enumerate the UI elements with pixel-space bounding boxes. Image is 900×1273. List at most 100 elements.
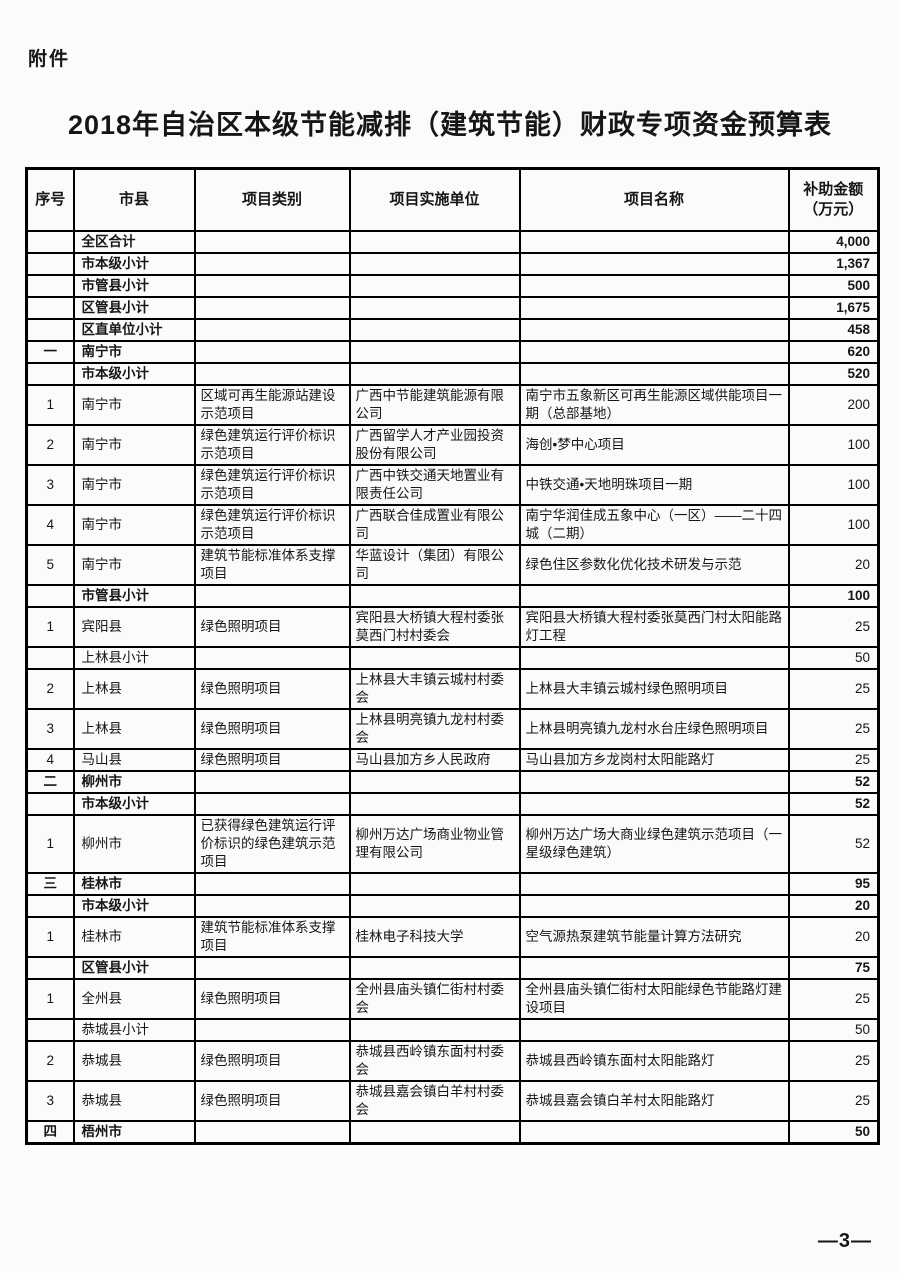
cell-name <box>518 792 790 816</box>
cell-amount: 50 <box>787 1018 880 1042</box>
cell-amount: 25 <box>787 708 880 750</box>
cell-seq <box>25 296 75 320</box>
table-row: 三桂林市 95 <box>25 872 880 896</box>
cell-unit <box>348 584 521 608</box>
cell-amount: 25 <box>787 668 880 710</box>
cell-seq: 2 <box>25 668 75 710</box>
table-row: 市管县小计 100 <box>25 584 880 608</box>
table-row: 1 桂林市 建筑节能标准体系支撑项目 桂林电子科技大学 空气源热泵建筑节能量计算方法研究… <box>25 916 880 958</box>
cell-region: 区管县小计 <box>72 956 196 980</box>
cell-amount: 52 <box>787 770 880 794</box>
cell-seq: 一 <box>25 340 75 364</box>
cell-name <box>518 646 790 670</box>
table-row: 市管县小计 500 <box>25 274 880 298</box>
cell-name <box>518 1018 790 1042</box>
cell-unit <box>348 646 521 670</box>
cell-name <box>518 770 790 794</box>
cell-seq <box>25 894 75 918</box>
cell-category <box>193 296 351 320</box>
cell-name: 宾阳县大桥镇大程村委张莫西门村太阳能路灯工程 <box>518 606 790 648</box>
cell-seq: 4 <box>25 504 75 546</box>
cell-category <box>193 362 351 386</box>
cell-unit <box>348 894 521 918</box>
table-row: 全区合计 4,000 <box>25 230 880 254</box>
table-row: 四梧州市 50 <box>25 1120 880 1145</box>
cell-category: 绿色照明项目 <box>193 606 351 648</box>
cell-category <box>193 1018 351 1042</box>
cell-region: 市本级小计 <box>72 362 196 386</box>
cell-category: 绿色照明项目 <box>193 668 351 710</box>
table-row: 区管县小计 1,675 <box>25 296 880 320</box>
cell-amount: 20 <box>787 544 880 586</box>
cell-amount: 1,675 <box>787 296 880 320</box>
cell-name <box>518 296 790 320</box>
cell-amount: 20 <box>787 916 880 958</box>
cell-unit <box>348 872 521 896</box>
cell-region: 市本级小计 <box>72 252 196 276</box>
cell-seq: 四 <box>25 1120 75 1145</box>
table-row: 恭城县小计 50 <box>25 1018 880 1042</box>
page-title: 2018年自治区本级节能减排（建筑节能）财政专项资金预算表 <box>67 110 833 140</box>
cell-unit <box>348 362 521 386</box>
cell-seq: 二 <box>25 770 75 794</box>
cell-seq <box>25 230 75 254</box>
cell-amount: 620 <box>787 340 880 364</box>
cell-name: 上林县明亮镇九龙村水台庄绿色照明项目 <box>518 708 790 750</box>
table-row: 区直单位小计 458 <box>25 318 880 342</box>
cell-amount: 200 <box>787 384 880 426</box>
cell-category <box>193 274 351 298</box>
table-row: 3 南宁市 绿色建筑运行评价标识示范项目 广西中铁交通天地置业有限责任公司 中铁交通•天… <box>25 464 880 506</box>
cell-amount: 20 <box>787 894 880 918</box>
cell-seq: 3 <box>25 1080 75 1122</box>
cell-amount: 25 <box>787 1040 880 1082</box>
cell-region: 全区合计 <box>72 230 196 254</box>
table-row: 市本级小计 520 <box>25 362 880 386</box>
cell-category: 建筑节能标准体系支撑项目 <box>193 916 351 958</box>
cell-unit <box>348 230 521 254</box>
cell-amount: 4,000 <box>787 230 880 254</box>
table-row: 二柳州市 52 <box>25 770 880 794</box>
cell-region: 全州县 <box>72 978 196 1020</box>
cell-name <box>518 340 790 364</box>
cell-region: 恭城县小计 <box>72 1018 196 1042</box>
cell-region: 市管县小计 <box>72 584 196 608</box>
cell-amount: 25 <box>787 1080 880 1122</box>
cell-seq: 3 <box>25 464 75 506</box>
col-header-amount: 补助金额 （万元） <box>787 167 880 232</box>
cell-category: 建筑节能标准体系支撑项目 <box>193 544 351 586</box>
cell-unit: 桂林电子科技大学 <box>348 916 521 958</box>
cell-region: 柳州市 <box>72 814 196 874</box>
cell-unit <box>348 792 521 816</box>
cell-seq: 1 <box>25 978 75 1020</box>
cell-seq: 1 <box>25 606 75 648</box>
cell-amount: 50 <box>787 1120 880 1145</box>
cell-region: 上林县 <box>72 708 196 750</box>
cell-amount: 520 <box>787 362 880 386</box>
cell-seq <box>25 646 75 670</box>
cell-unit: 上林县大丰镇云城村村委会 <box>348 668 521 710</box>
table-row: 上林县小计 50 <box>25 646 880 670</box>
cell-amount: 25 <box>787 978 880 1020</box>
cell-region: 宾阳县 <box>72 606 196 648</box>
cell-unit <box>348 340 521 364</box>
cell-unit: 全州县庙头镇仁街村村委会 <box>348 978 521 1020</box>
attachment-label: 附件 <box>28 49 71 70</box>
cell-seq: 1 <box>25 916 75 958</box>
cell-seq <box>25 792 75 816</box>
cell-amount: 500 <box>787 274 880 298</box>
cell-seq: 三 <box>25 872 75 896</box>
cell-name <box>518 1120 790 1145</box>
cell-name <box>518 584 790 608</box>
table-row: 2 上林县 绿色照明项目 上林县大丰镇云城村村委会 上林县大丰镇云城村绿色照明项目 25 <box>25 668 880 710</box>
cell-name: 南宁华润佳成五象中心（一区）——二十四城（二期） <box>518 504 790 546</box>
cell-region: 桂林市 <box>72 916 196 958</box>
cell-name: 绿色住区参数化优化技术研发与示范 <box>518 544 790 586</box>
cell-name <box>518 362 790 386</box>
cell-seq <box>25 956 75 980</box>
cell-region: 柳州市 <box>72 770 196 794</box>
table-row: 5 南宁市 建筑节能标准体系支撑项目 华蓝设计（集团）有限公司 绿色住区参数化优化技术研… <box>25 544 880 586</box>
cell-unit <box>348 956 521 980</box>
cell-category <box>193 584 351 608</box>
table-row: 市本级小计 20 <box>25 894 880 918</box>
cell-unit <box>348 252 521 276</box>
